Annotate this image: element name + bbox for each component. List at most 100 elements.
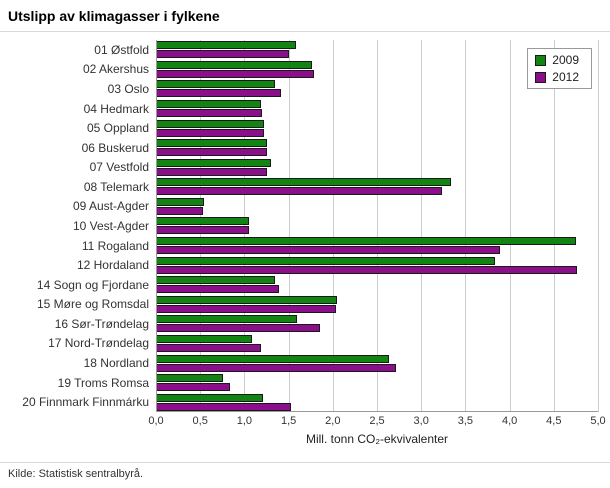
chart-row: 07 Vestfold xyxy=(8,157,598,177)
legend-label: 2012 xyxy=(552,70,579,84)
bar-2012 xyxy=(156,69,315,78)
x-tick-label: 2,5 xyxy=(369,415,385,427)
chart-row: 17 Nord-Trøndelag xyxy=(8,334,598,354)
category-label: 02 Akershus xyxy=(82,62,149,77)
category-label: 18 Nordland xyxy=(83,356,149,371)
bar-group xyxy=(156,197,598,217)
chart-row: 19 Troms Romsa xyxy=(8,373,598,393)
bar-group xyxy=(156,138,598,158)
bar-2009 xyxy=(156,256,496,265)
category-label: 09 Aust-Agder xyxy=(72,199,149,214)
bar-2009 xyxy=(156,374,224,383)
bar-group xyxy=(156,353,598,373)
bar-2009 xyxy=(156,60,312,69)
chart-row: 03 Oslo xyxy=(8,79,598,99)
x-tick-label: 5,0 xyxy=(590,415,606,427)
bar-group xyxy=(156,236,598,256)
chart-row: 01 Østfold xyxy=(8,40,598,60)
bar-2012 xyxy=(156,285,279,294)
bar-2009 xyxy=(156,354,390,363)
bar-2012 xyxy=(156,167,268,176)
category-label: 16 Sør-Trøndelag xyxy=(54,316,149,331)
chart-row: 14 Sogn og Fjordane xyxy=(8,275,598,295)
bar-2012 xyxy=(156,383,231,392)
legend-swatch xyxy=(535,54,547,66)
chart-row: 06 Buskerud xyxy=(8,138,598,158)
plot-area: 01 Østfold 02 Akershus 03 Oslo 04 Hedmark 05… xyxy=(8,40,599,412)
gridline xyxy=(288,40,290,412)
bar-group xyxy=(156,118,598,138)
category-label: 06 Buskerud xyxy=(81,140,149,155)
legend-swatch xyxy=(535,71,547,83)
category-label: 04 Hedmark xyxy=(83,101,149,116)
chart-area: 01 Østfold 02 Akershus 03 Oslo 04 Hedmark 05… xyxy=(0,32,610,446)
bar-group xyxy=(156,275,598,295)
category-label: 20 Finnmark Finnmárku xyxy=(22,395,149,410)
chart-row: 20 Finnmark Finnmárku xyxy=(8,392,598,412)
bar-2012 xyxy=(156,89,281,98)
bar-2009 xyxy=(156,237,576,246)
gridline xyxy=(465,40,467,412)
legend-item: 2009 xyxy=(535,53,579,67)
legend-item: 2012 xyxy=(535,70,579,84)
bar-2012 xyxy=(156,148,267,157)
gridline xyxy=(421,40,423,412)
chart-row: 09 Aust-Agder xyxy=(8,197,598,217)
gridline xyxy=(332,40,334,412)
chart-row: 10 Vest-Agder xyxy=(8,216,598,236)
bar-2012 xyxy=(156,304,337,313)
gridline xyxy=(509,40,511,412)
bar-2009 xyxy=(156,139,267,148)
footer: Kilde: Statistisk sentralbyrå. xyxy=(0,462,610,488)
bar-group xyxy=(156,373,598,393)
source-note: Kilde: Statistisk sentralbyrå. xyxy=(8,468,144,480)
bar-group xyxy=(156,255,598,275)
x-tick-label: 4,5 xyxy=(546,415,562,427)
bar-group xyxy=(156,392,598,412)
chart-rows: 01 Østfold 02 Akershus 03 Oslo 04 Hedmark 05… xyxy=(8,40,598,412)
category-label: 19 Troms Romsa xyxy=(57,375,149,390)
chart-row: 08 Telemark xyxy=(8,177,598,197)
bar-group xyxy=(156,334,598,354)
bar-2009 xyxy=(156,80,276,89)
chart-row: 05 Oppland xyxy=(8,118,598,138)
bar-2012 xyxy=(156,246,500,255)
bar-2012 xyxy=(156,187,443,196)
bar-2009 xyxy=(156,158,271,167)
bar-2009 xyxy=(156,178,452,187)
x-tick-label: 3,5 xyxy=(457,415,474,427)
chart-row: 18 Nordland xyxy=(8,353,598,373)
bar-2009 xyxy=(156,276,276,285)
bar-group xyxy=(156,295,598,315)
gridline xyxy=(553,40,555,412)
bar-2012 xyxy=(156,363,397,372)
bar-2012 xyxy=(156,128,264,137)
bar-2009 xyxy=(156,295,338,304)
x-axis-line xyxy=(156,411,598,412)
x-tick-label: 1,5 xyxy=(280,415,297,427)
x-tick-label: 4,0 xyxy=(501,415,518,427)
bar-group xyxy=(156,157,598,177)
category-label: 17 Nord-Trøndelag xyxy=(48,336,149,351)
bar-group xyxy=(156,177,598,197)
bar-2009 xyxy=(156,315,298,324)
bar-2012 xyxy=(156,402,292,411)
bar-2012 xyxy=(156,50,289,59)
title-divider xyxy=(0,31,610,32)
x-axis-ticks: 0,0 0,5 1,0 1,5 2,0 2,5 3,0 3,5 4,0 4,5 5,0 xyxy=(148,412,605,428)
bar-2012 xyxy=(156,226,249,235)
category-label: 08 Telemark xyxy=(83,179,149,194)
bar-group xyxy=(156,314,598,334)
gridlines xyxy=(156,40,599,412)
legend-label: 2009 xyxy=(552,53,579,67)
gridline xyxy=(598,40,599,412)
bar-2009 xyxy=(156,197,204,206)
category-label: 11 Rogaland xyxy=(81,238,149,253)
x-tick-label: 1,0 xyxy=(236,415,253,427)
category-label: 12 Hordaland xyxy=(76,258,149,273)
bar-2009 xyxy=(156,217,249,226)
category-label: 10 Vest-Agder xyxy=(72,218,149,233)
category-label: 05 Oppland xyxy=(86,121,149,136)
bar-2012 xyxy=(156,265,577,274)
bar-2009 xyxy=(156,41,296,50)
